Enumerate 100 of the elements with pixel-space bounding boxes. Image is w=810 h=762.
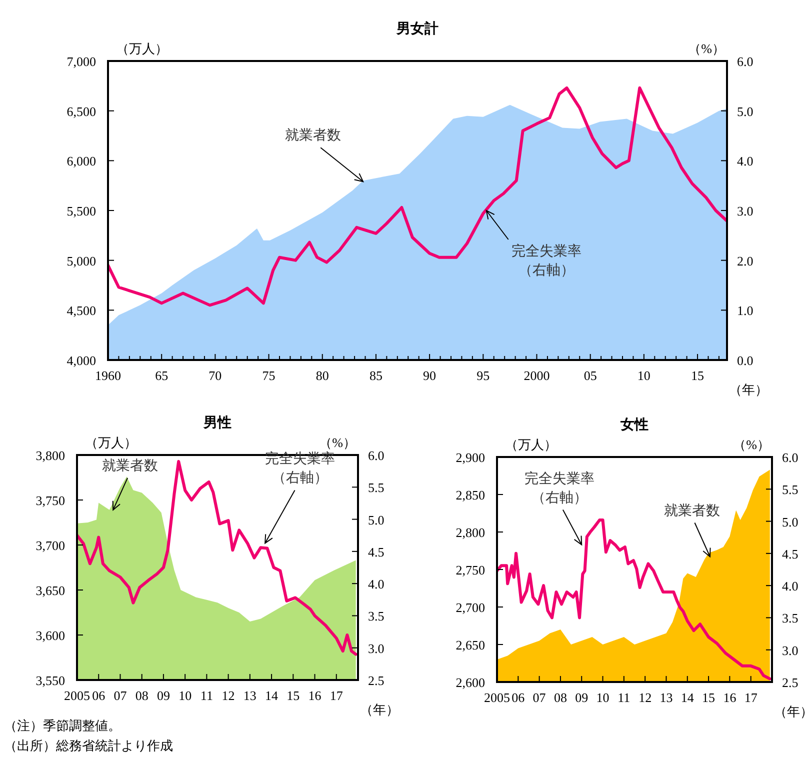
y2-tick-label: 6.0 (368, 448, 384, 463)
x-tick-label: 13 (243, 688, 256, 703)
x-tick-label: 05 (584, 368, 597, 383)
chart-title: 女性 (620, 416, 648, 432)
x-tick-label: 08 (135, 688, 148, 703)
y2-tick-label: 5.0 (782, 514, 798, 530)
y-tick-label: 6,500 (66, 104, 96, 119)
y-tick-label: 2,600 (456, 675, 485, 690)
y2-axis-title: （%） (688, 41, 725, 56)
annotation: 就業者数 (285, 128, 342, 144)
x-tick-label: 12 (222, 688, 235, 703)
x-tick-label: 80 (316, 368, 329, 383)
text: （出所）総務省統計より作成 (4, 738, 173, 753)
x-tick-label: 65 (155, 368, 168, 383)
x-tick-label: 16 (723, 690, 737, 705)
y2-tick-label: 6.0 (782, 450, 798, 465)
y2-tick-label: 2.5 (368, 673, 384, 688)
x-tick-label: 08 (554, 690, 567, 705)
y2-tick-label: 3.5 (782, 610, 798, 626)
y-tick-label: 3,750 (36, 493, 65, 508)
x-tick-label: 2005 (64, 688, 90, 703)
chart-title: 男性 (202, 414, 232, 430)
y2-tick-label: 6.0 (737, 54, 754, 69)
x-tick-label: 11 (200, 688, 213, 703)
y-tick-label: 7,000 (66, 54, 96, 69)
y-tick-label: 4,000 (66, 353, 96, 368)
y2-tick-label: 5.0 (737, 104, 754, 119)
y2-tick-label: 1.0 (737, 303, 754, 318)
x-tick-label: 10 (637, 368, 650, 383)
y2-tick-label: 3.0 (368, 640, 384, 656)
y2-tick-label: 5.0 (368, 512, 384, 528)
x-tick-label: 07 (114, 688, 128, 703)
x-tick-label: 1960 (95, 368, 121, 383)
line-series (108, 86, 727, 307)
x-tick-label: 10 (596, 690, 610, 705)
x-tick-label: 07 (532, 690, 546, 705)
y2-tick-label: 2.0 (737, 253, 754, 268)
x-tick-label: 11 (618, 690, 630, 705)
y-tick-label: 3,650 (36, 583, 65, 598)
x-tick-label: 75 (262, 368, 276, 383)
y2-tick-label: 3.5 (368, 608, 384, 624)
y-tick-label: 2,900 (456, 450, 485, 465)
y2-tick-label: 5.5 (782, 482, 798, 498)
x-tick-label: 70 (208, 368, 222, 383)
annotation: 完全失業率（右軸） (265, 451, 336, 486)
x-tick-label: 15 (691, 368, 704, 383)
x-tick-label: 95 (476, 368, 490, 383)
y-axis-title: （万人） (116, 41, 168, 56)
y-tick-label: 5,500 (66, 204, 96, 218)
y-axis-title: （万人） (85, 435, 137, 450)
x-tick-label: 2000 (524, 368, 550, 383)
x-tick-label: 85 (369, 368, 382, 383)
y-tick-label: 4,500 (66, 303, 96, 318)
x-tick-label: 10 (178, 688, 192, 703)
y-tick-label: 3,800 (36, 448, 65, 463)
x-tick-label: 09 (575, 690, 588, 705)
x-tick-label: 14 (680, 690, 694, 705)
y2-tick-label: 4.0 (737, 154, 754, 169)
y-tick-label: 3,700 (36, 538, 65, 553)
y2-tick-label: 4.5 (782, 546, 798, 562)
x-tick-label: 09 (156, 688, 170, 703)
x-tick-label: 15 (702, 690, 716, 705)
y2-tick-label: 0.0 (737, 353, 754, 368)
x-tick-label: 06 (512, 690, 526, 705)
x-tick-label: 06 (92, 688, 106, 703)
y-tick-label: 2,750 (456, 562, 485, 578)
y-tick-label: 2,650 (456, 638, 485, 652)
x-tick-label: 13 (660, 690, 673, 705)
y-tick-label: 2,800 (456, 525, 485, 540)
y-tick-label: 6,000 (66, 154, 96, 169)
annotation: 就業者数 (664, 502, 720, 519)
y-tick-label: 5,000 (66, 253, 96, 268)
line-series (497, 518, 772, 680)
x-axis-title: （年） (774, 704, 810, 719)
y2-tick-label: 4.5 (368, 544, 384, 560)
y-axis-title: （万人） (505, 437, 557, 452)
y2-tick-label: 5.5 (368, 480, 384, 496)
x-tick-label: 17 (330, 688, 344, 703)
y2-tick-label: 3.0 (737, 204, 754, 218)
y2-tick-label: 4.0 (368, 576, 384, 592)
x-axis-title: （年） (729, 382, 768, 397)
annotation: 完全失業率（右軸） (524, 470, 595, 506)
chart-title: 男女計 (396, 20, 438, 36)
y2-tick-label: 2.5 (782, 675, 798, 690)
x-tick-label: 16 (308, 688, 322, 703)
x-tick-label: 17 (744, 690, 758, 705)
x-tick-label: 2005 (484, 690, 510, 705)
annotation: 就業者数 (102, 458, 158, 474)
x-tick-label: 90 (423, 368, 436, 383)
y-tick-label: 3,600 (36, 628, 65, 643)
annotation: 完全失業率（右軸） (511, 244, 582, 278)
x-tick-label: 15 (286, 688, 300, 703)
text: （注）季節調整値。 (4, 718, 121, 733)
y2-tick-label: 4.0 (782, 578, 798, 594)
y2-axis-title: （%） (733, 437, 770, 452)
y-tick-label: 2,700 (456, 600, 485, 615)
x-tick-label: 12 (638, 690, 652, 705)
y-tick-label: 2,850 (456, 488, 485, 502)
x-axis-title: （年） (360, 702, 399, 717)
y2-axis-title: （%） (319, 435, 356, 450)
